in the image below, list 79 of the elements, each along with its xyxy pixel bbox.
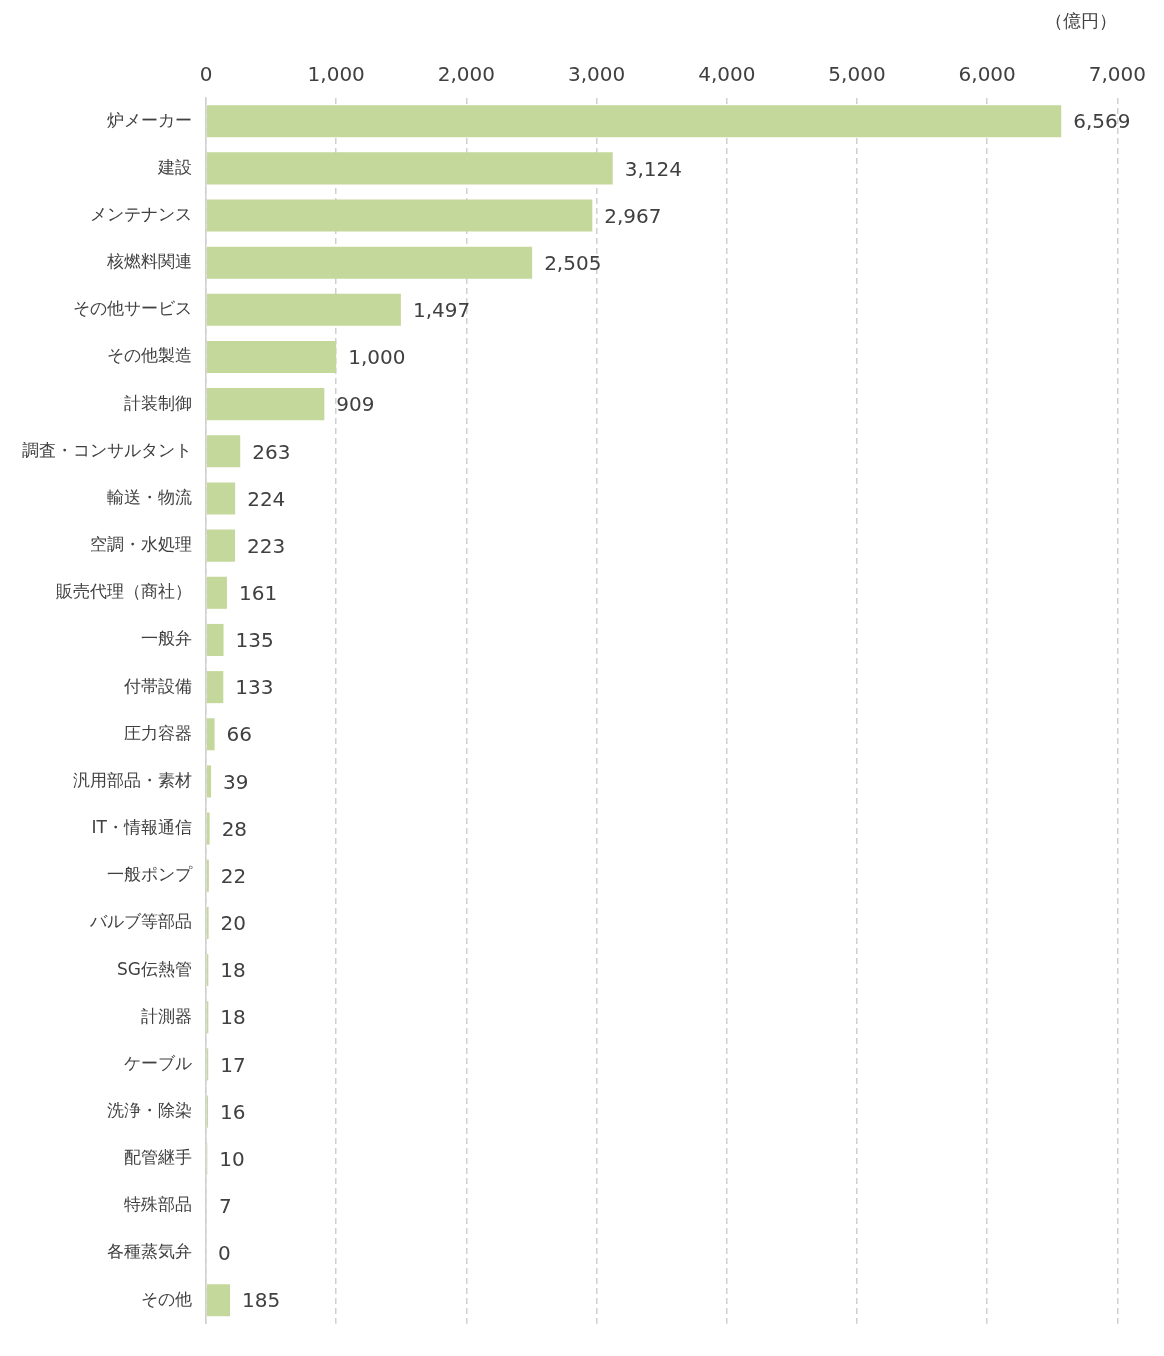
bar — [206, 340, 337, 374]
data-label: 66 — [226, 722, 253, 747]
bar — [206, 246, 533, 279]
data-label: 17 — [220, 1052, 246, 1077]
bar — [206, 293, 401, 326]
data-label: 1,000 — [348, 345, 406, 370]
data-label: 133 — [235, 675, 274, 700]
bar — [206, 671, 224, 704]
y-tick-label: SG伝熱管 — [117, 958, 192, 979]
y-tick-label: IT・情報通信 — [91, 817, 192, 838]
data-label: 223 — [247, 533, 286, 558]
y-tick-label: 販売代理（商社） — [56, 581, 192, 602]
y-tick-label: 調査・コンサルタント — [22, 439, 192, 460]
x-tick-label: 1,000 — [307, 61, 365, 86]
y-tick-label: その他製造 — [107, 345, 192, 366]
bar — [206, 529, 236, 562]
data-label: 6,569 — [1073, 109, 1131, 134]
x-tick-label: 3,000 — [567, 61, 626, 86]
data-label: 2,967 — [604, 203, 662, 228]
data-label: 1,497 — [412, 298, 471, 323]
x-tick-label: 5,000 — [828, 61, 886, 86]
y-tick-label: 輸送・物流 — [107, 486, 192, 507]
y-tick-label: その他 — [141, 1288, 192, 1309]
bar — [206, 1284, 231, 1317]
x-tick-label: 2,000 — [437, 61, 496, 86]
y-tick-label: 付帯設備 — [123, 675, 192, 696]
x-tick-label: 6,000 — [958, 61, 1016, 86]
bar — [206, 388, 325, 421]
bar — [206, 623, 224, 656]
y-tick-label: メンテナンス — [90, 203, 192, 224]
bar — [206, 812, 210, 845]
data-label: 2,505 — [544, 250, 602, 275]
bar — [206, 859, 209, 892]
data-label: 909 — [336, 392, 375, 417]
data-label: 263 — [252, 439, 291, 464]
y-tick-label: 炉メーカー — [107, 109, 192, 130]
y-tick-label: 各種蒸気弁 — [107, 1241, 192, 1262]
y-tick-label: 核燃料関連 — [106, 251, 192, 272]
y-tick-label: 建設 — [157, 156, 192, 177]
data-label: 16 — [220, 1099, 246, 1124]
bar — [206, 482, 236, 515]
data-label: 39 — [223, 769, 249, 794]
data-label: 224 — [247, 486, 286, 511]
data-label: 7 — [218, 1194, 232, 1219]
data-label: 135 — [235, 628, 274, 653]
y-tick-label: 配管継手 — [124, 1147, 192, 1168]
data-label: 22 — [220, 863, 247, 888]
x-tick-label: 0 — [199, 61, 213, 86]
y-tick-label: 圧力容器 — [124, 722, 192, 743]
data-label: 10 — [219, 1146, 245, 1171]
y-tick-label: 洗浄・除染 — [107, 1099, 192, 1120]
y-tick-label: 計装制御 — [124, 392, 192, 413]
data-label: 20 — [220, 911, 247, 936]
bar — [206, 576, 227, 609]
x-tick-label: 7,000 — [1088, 61, 1146, 86]
data-label: 28 — [221, 816, 248, 841]
y-tick-label: ケーブル — [124, 1052, 192, 1073]
y-tick-label: バルブ等部品 — [89, 911, 192, 932]
bar — [206, 152, 613, 185]
y-tick-label: 一般ポンプ — [107, 864, 193, 885]
data-label: 185 — [242, 1288, 281, 1313]
y-tick-label: 空調・水処理 — [90, 534, 192, 555]
x-axis-title: （億円） — [1045, 10, 1118, 32]
data-label: 18 — [220, 958, 246, 983]
data-label: 3,124 — [624, 156, 682, 181]
bar — [206, 199, 593, 232]
bar — [206, 105, 1062, 138]
bar — [206, 435, 241, 468]
data-label: 0 — [218, 1241, 231, 1266]
y-tick-label: 計測器 — [141, 1005, 192, 1026]
y-tick-label: 一般弁 — [141, 628, 192, 649]
y-tick-label: 特殊部品 — [124, 1194, 192, 1215]
y-tick-label: その他サービス — [73, 298, 192, 319]
bar — [206, 718, 215, 751]
data-label: 18 — [220, 1005, 246, 1030]
x-tick-label: 4,000 — [698, 61, 756, 86]
bar — [206, 765, 212, 798]
y-tick-label: 汎用部品・素材 — [73, 769, 192, 790]
data-label: 161 — [238, 581, 278, 605]
